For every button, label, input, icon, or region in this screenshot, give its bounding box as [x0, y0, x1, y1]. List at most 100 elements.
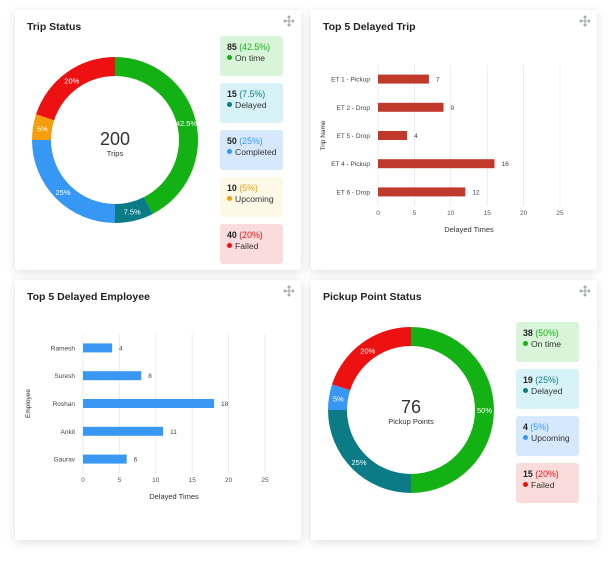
- donut-slice-delayed[interactable]: [115, 197, 153, 223]
- slice-label: 25%: [56, 188, 71, 197]
- bar[interactable]: [378, 187, 466, 197]
- pickup-point-donut: 50% 25% 5% 20%: [328, 327, 494, 493]
- legend-percent: (20%): [236, 230, 263, 240]
- slice-label: 20%: [360, 347, 375, 356]
- top5-delayed-employee-card: Top 5 Delayed Employee 0 5 10 15 20 25 Ramesh 4…: [15, 280, 301, 540]
- legend-item-delayed[interactable]: 19 (25%) Delayed: [516, 369, 579, 409]
- x-axis-label: Delayed Times: [149, 492, 199, 501]
- value-label: 4: [119, 345, 123, 352]
- x-tick-label: 15: [189, 477, 197, 484]
- donut-slice-failed[interactable]: [36, 57, 115, 121]
- bar[interactable]: [83, 454, 127, 464]
- value-label: 11: [170, 429, 177, 436]
- card-title: Top 5 Delayed Employee: [27, 291, 150, 303]
- legend-dot-icon: [227, 196, 232, 201]
- bar[interactable]: [378, 159, 495, 169]
- donut-slice-failed[interactable]: [332, 327, 411, 391]
- x-tick-label: 25: [556, 210, 564, 217]
- bar[interactable]: [378, 102, 444, 112]
- bar[interactable]: [83, 371, 142, 381]
- donut-slice-upcoming[interactable]: [32, 114, 55, 140]
- value-label: 4: [414, 133, 418, 140]
- x-tick-label: 0: [376, 210, 380, 217]
- value-label: 9: [451, 105, 455, 112]
- bar[interactable]: [83, 343, 113, 353]
- top5-delayed-trip-chart: 0 5 10 15 20 25 ET 1 - Pickup 7 ET 2 - Drop 9 ET 5…: [320, 65, 564, 234]
- trip-status-donut: 42.5% 7.5% 25% 5% 20%: [32, 57, 198, 223]
- slice-label: 42.5%: [176, 119, 198, 128]
- legend-count: 10: [227, 183, 237, 193]
- legend-label: Failed: [531, 480, 555, 490]
- category-label: ET 5 - Drop: [337, 133, 371, 140]
- legend-percent: (50%): [532, 328, 559, 338]
- x-tick-label: 0: [81, 477, 85, 484]
- legend-percent: (25%): [236, 136, 263, 146]
- legend-count: 85: [227, 42, 237, 52]
- donut-total-label: Pickup Points: [388, 417, 434, 426]
- x-axis-label: Delayed Times: [444, 225, 494, 234]
- slice-label: 20%: [64, 77, 79, 86]
- value-label: 16: [501, 161, 509, 168]
- legend-item-upcoming[interactable]: 4 (5%) Upcoming: [516, 416, 579, 456]
- legend-count: 19: [523, 375, 533, 385]
- legend-percent: (42.5%): [236, 42, 271, 52]
- x-tick-label: 10: [447, 210, 455, 217]
- legend-label: Upcoming: [235, 194, 274, 204]
- value-label: 7: [436, 77, 440, 84]
- donut-center: 200 Trips: [85, 130, 145, 159]
- bar[interactable]: [83, 426, 164, 436]
- legend-count: 15: [227, 89, 237, 99]
- category-label: ET 4 - Pickup: [331, 161, 370, 168]
- bar[interactable]: [378, 74, 429, 84]
- legend-dot-icon: [523, 482, 528, 487]
- legend-item-on-time[interactable]: 38 (50%) On time: [516, 322, 579, 362]
- legend-label: Delayed: [235, 100, 267, 110]
- legend-item-delayed[interactable]: 15 (7.5%) Delayed: [220, 83, 283, 123]
- y-axis-label: Trip Name: [320, 120, 327, 150]
- category-label: Roshan: [53, 401, 76, 408]
- legend-item-upcoming[interactable]: 10 (5%) Upcoming: [220, 177, 283, 217]
- category-label: Gaurav: [54, 457, 76, 464]
- donut-slice-completed[interactable]: [32, 140, 115, 223]
- slice-label: 7.5%: [124, 207, 141, 216]
- card-title: Trip Status: [27, 21, 82, 33]
- legend-item-completed[interactable]: 50 (25%) Completed: [220, 130, 283, 170]
- legend-percent: (20%): [532, 469, 559, 479]
- top5-delayed-trip-card: Top 5 Delayed Trip 0 5 10 15 20 25 ET 1 - Pick…: [311, 10, 597, 270]
- donut-total-label: Trips: [106, 149, 124, 158]
- category-label: ET 1 - Pickup: [331, 77, 370, 84]
- x-tick-label: 25: [261, 477, 269, 484]
- legend-dot-icon: [227, 243, 232, 248]
- legend-item-failed[interactable]: 15 (20%) Failed: [516, 463, 579, 503]
- donut-slice-delayed[interactable]: [328, 410, 411, 493]
- donut-slice-on-time[interactable]: [115, 57, 198, 214]
- move-icon[interactable]: [579, 15, 591, 27]
- top5-delayed-employee-chart: 0 5 10 15 20 25 Ramesh 4 Suresh 8 Roshan 18 Ankit 11 G…: [25, 334, 269, 501]
- legend-item-on-time[interactable]: 85 (42.5%) On time: [220, 36, 283, 76]
- category-label: Ramesh: [51, 345, 76, 352]
- legend-dot-icon: [227, 102, 232, 107]
- bar[interactable]: [378, 131, 408, 140]
- donut-slice-on-time[interactable]: [411, 327, 494, 493]
- x-tick-label: 5: [118, 477, 122, 484]
- legend-count: 4: [523, 422, 528, 432]
- slice-label: 25%: [352, 458, 367, 467]
- category-label: ET 6 - Drop: [337, 189, 371, 196]
- move-icon[interactable]: [579, 285, 591, 297]
- legend-label: Failed: [235, 241, 259, 251]
- move-icon[interactable]: [283, 285, 295, 297]
- donut-slice-upcoming[interactable]: [328, 384, 351, 410]
- value-label: 8: [148, 373, 152, 380]
- x-tick-label: 10: [152, 477, 160, 484]
- x-tick-label: 20: [225, 477, 233, 484]
- legend-item-failed[interactable]: 40 (20%) Failed: [220, 224, 283, 264]
- bar[interactable]: [83, 399, 215, 408]
- donut-total: 76: [400, 397, 422, 417]
- move-icon[interactable]: [283, 15, 295, 27]
- legend-count: 38: [523, 328, 533, 338]
- donut-center: 76 Pickup Points: [376, 397, 446, 427]
- legend-count: 40: [227, 230, 237, 240]
- y-axis-label: Employee: [25, 389, 32, 418]
- category-label: Ankit: [61, 429, 76, 436]
- legend-percent: (25%): [532, 375, 559, 385]
